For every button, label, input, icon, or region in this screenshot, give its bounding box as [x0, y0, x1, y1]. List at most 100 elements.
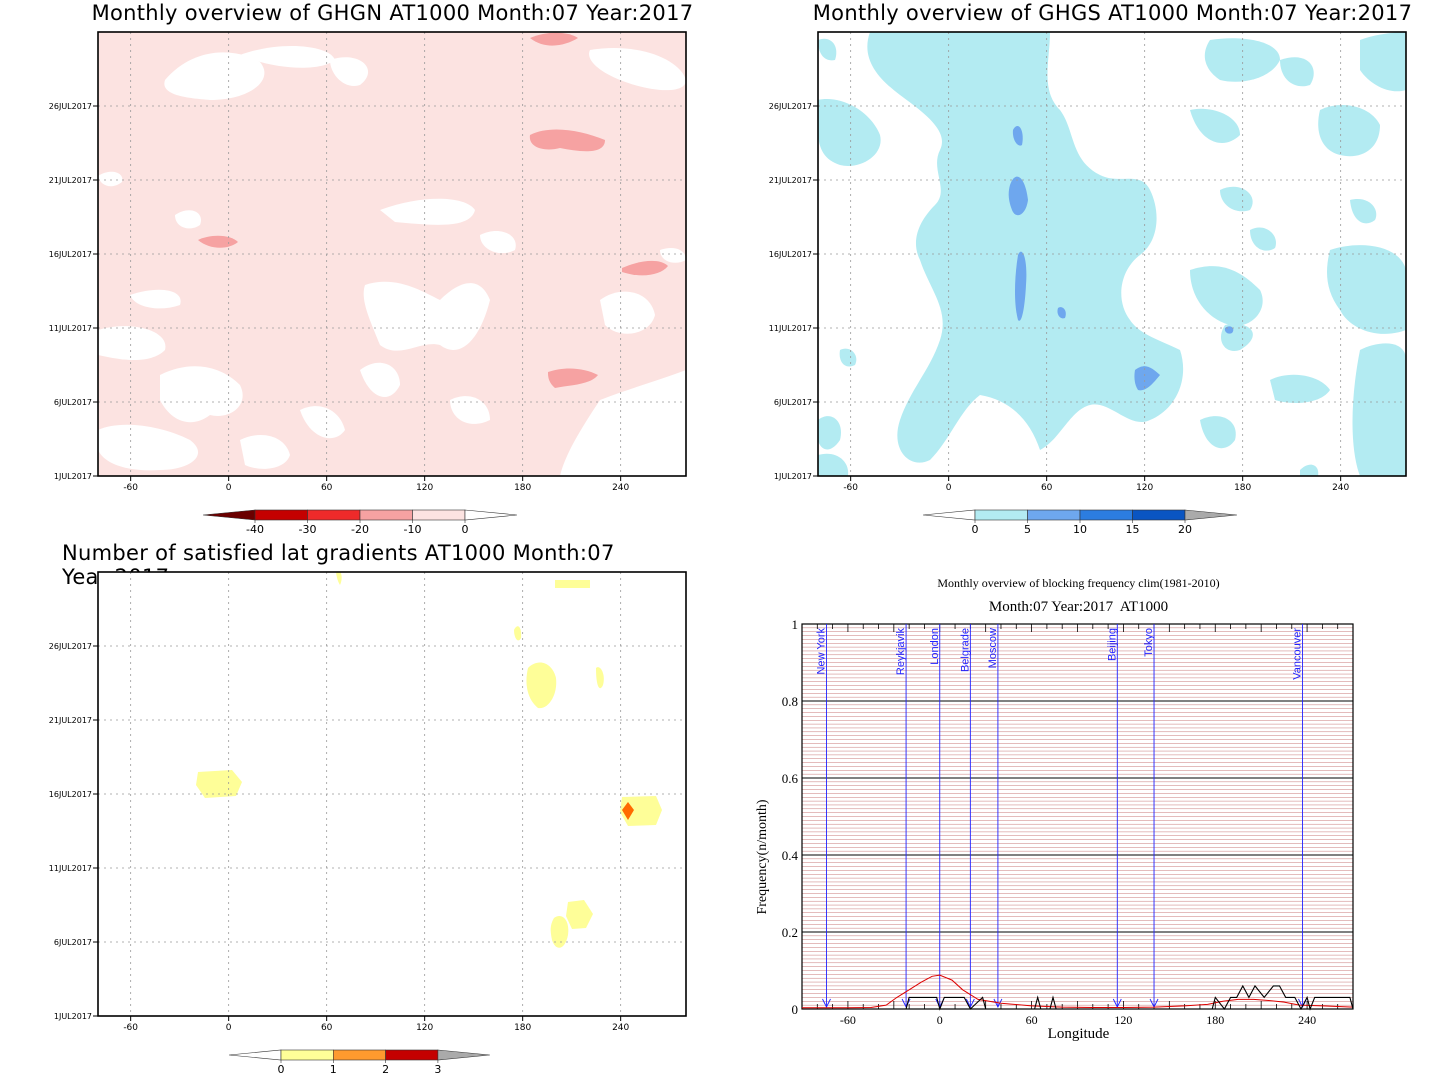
panel-ghgs-title: Monthly overview of GHGS AT1000 Month:07… — [812, 1, 1413, 25]
lat-contour-region — [596, 667, 604, 689]
lat-contour-region — [526, 662, 557, 709]
lat-colorbar-segment — [385, 1049, 439, 1061]
lat-plot-frame — [97, 571, 687, 1017]
lat-colorbar-low-arrow — [228, 1049, 282, 1061]
blocking-tick-label-y: 0.8 — [782, 694, 798, 709]
ghgn-contour-region — [300, 406, 345, 439]
ghgn-contour-region — [160, 366, 243, 423]
ghgn-contour-spot — [622, 260, 668, 276]
blocking-climatology-line — [802, 974, 1354, 1009]
ghgn-tick-label-x: -60 — [123, 483, 138, 493]
ghgs-contour-region — [1200, 416, 1236, 449]
panel-ghgs: Monthly overview of GHGS AT1000 Month:07… — [720, 0, 1440, 545]
city-label: London — [929, 628, 941, 665]
lat-tick-label-x: 240 — [612, 1023, 629, 1033]
ghgn-contour-region — [240, 435, 290, 469]
ghgn-contour-spot — [530, 32, 578, 46]
ghgs-contour-region — [839, 348, 857, 367]
panel-blocking: Monthly overview of blocking frequency c… — [720, 545, 1440, 1091]
blocking-tick-label-x: 120 — [1114, 1013, 1132, 1027]
ghgs-contour-region — [1280, 57, 1314, 87]
ghgn-tick-label-x: 240 — [612, 483, 629, 493]
blocking-tick-label-x: 240 — [1298, 1013, 1316, 1027]
blocking-tick-label-x: 180 — [1206, 1013, 1224, 1027]
city-label: Tokyo — [1143, 628, 1155, 657]
ghgn-contour-spot — [198, 235, 238, 248]
ghgn-contour-spot — [529, 129, 605, 152]
ghgs-tick-label-y: 1JUL2017 — [774, 472, 812, 481]
city-label: Reykjavik — [895, 628, 907, 676]
blocking-tick-label-x: 60 — [1026, 1013, 1038, 1027]
ghgn-tick-label-x: 60 — [321, 483, 333, 493]
lat-tick-label-y: 11JUL2017 — [49, 864, 92, 873]
ghgs-colorbar-label: 0 — [972, 523, 979, 536]
ghgs-contour-region — [1327, 245, 1406, 334]
ghgn-contour-region — [164, 52, 265, 100]
ghgn-contour-region — [175, 210, 201, 229]
panel-ghgn: Monthly overview of GHGN AT1000 Month:07… — [0, 0, 720, 545]
lat-tick-label-x: 0 — [226, 1023, 232, 1033]
ghgn-tick-label-x: 0 — [226, 483, 232, 493]
panel-lat-map: -60 0 60 120 180 2401JUL20176JUL201711JUL2017… — [49, 571, 687, 1076]
ghgs-colorbar-label: 20 — [1178, 523, 1192, 536]
ghgn-tick-label-y: 21JUL2017 — [49, 176, 92, 185]
blocking-x-axis-label: Longitude — [1047, 1026, 1110, 1042]
city-marker-arrow — [993, 998, 1003, 1009]
lat-tick-label-x: 120 — [416, 1023, 433, 1033]
ghgs-contour-region — [1352, 343, 1406, 476]
panel-lat: Number of satisfied lat gradients AT1000… — [0, 540, 720, 1091]
ghgn-colorbar-segment — [412, 509, 466, 521]
lat-colorbar-label: 1 — [330, 1063, 337, 1076]
ghgs-tick-label-y: 21JUL2017 — [769, 176, 812, 185]
city-label: Moscow — [987, 628, 999, 668]
ghgn-contour-region — [240, 45, 335, 68]
ghgs-contour-region — [1318, 105, 1380, 157]
blocking-tick-label-x: -60 — [840, 1013, 856, 1027]
ghgs-contour-spot — [1008, 176, 1028, 216]
ghgs-contour-spot — [1015, 251, 1027, 321]
ghgs-tick-label-y: 6JUL2017 — [774, 398, 812, 407]
ghgn-plot-frame — [97, 31, 687, 477]
ghgn-contour-region — [363, 281, 490, 351]
city-marker-arrow — [822, 998, 831, 1009]
ghgn-tick-label-y: 26JUL2017 — [49, 102, 92, 111]
ghgn-colorbar-label: -10 — [404, 523, 422, 536]
ghgn-tick-label-x: 120 — [416, 483, 433, 493]
ghgn-contour-region — [130, 289, 181, 309]
ghgn-colorbar-high-arrow — [464, 509, 518, 521]
lat-tick-label-y: 26JUL2017 — [49, 642, 92, 651]
lat-colorbar-high-arrow — [437, 1049, 490, 1061]
ghgn-colorbar-low-arrow — [202, 509, 256, 521]
ghgs-contour-region — [1250, 227, 1276, 251]
ghgs-tick-label-y: 11JUL2017 — [769, 324, 812, 333]
ghgs-plot-frame — [817, 31, 1407, 477]
ghgn-contour-region — [360, 362, 400, 397]
city-label: New York — [815, 628, 827, 675]
city-label: Beijing — [1106, 628, 1118, 661]
ghgn-colorbar-segment — [307, 509, 361, 521]
ghgs-colorbar-segment — [1132, 509, 1186, 521]
ghgn-contour-region — [450, 396, 490, 424]
ghgn-contour-region — [98, 326, 166, 360]
lat-contour-region — [336, 572, 342, 585]
lat-colorbar-label: 3 — [434, 1063, 441, 1076]
ghgs-contour-region — [1300, 464, 1319, 476]
lat-contour-region — [550, 915, 569, 948]
ghgs-contour-region — [1204, 38, 1280, 82]
lat-tick-label-x: 180 — [514, 1023, 531, 1033]
ghgs-tick-label-y: 16JUL2017 — [769, 250, 812, 259]
lat-colorbar-label: 0 — [278, 1063, 285, 1076]
lat-tick-label-y: 16JUL2017 — [49, 790, 92, 799]
lat-colorbar-segment — [332, 1049, 386, 1061]
blocking-tick-label-y: 1 — [792, 617, 799, 632]
ghgs-contour-region — [867, 32, 1184, 463]
ghgs-tick-label-x: 180 — [1234, 483, 1251, 493]
ghgn-contour-region — [600, 291, 655, 334]
city-marker-arrow — [1112, 998, 1122, 1009]
ghgs-tick-label-x: 120 — [1136, 483, 1153, 493]
ghgn-colorbar-segment — [254, 509, 308, 521]
ghgn-contour-region — [480, 230, 516, 254]
ghgs-colorbar-label: 15 — [1126, 523, 1140, 536]
ghgn-tick-label-x: 180 — [514, 483, 531, 493]
ghgn-colorbar-label: -20 — [351, 523, 369, 536]
